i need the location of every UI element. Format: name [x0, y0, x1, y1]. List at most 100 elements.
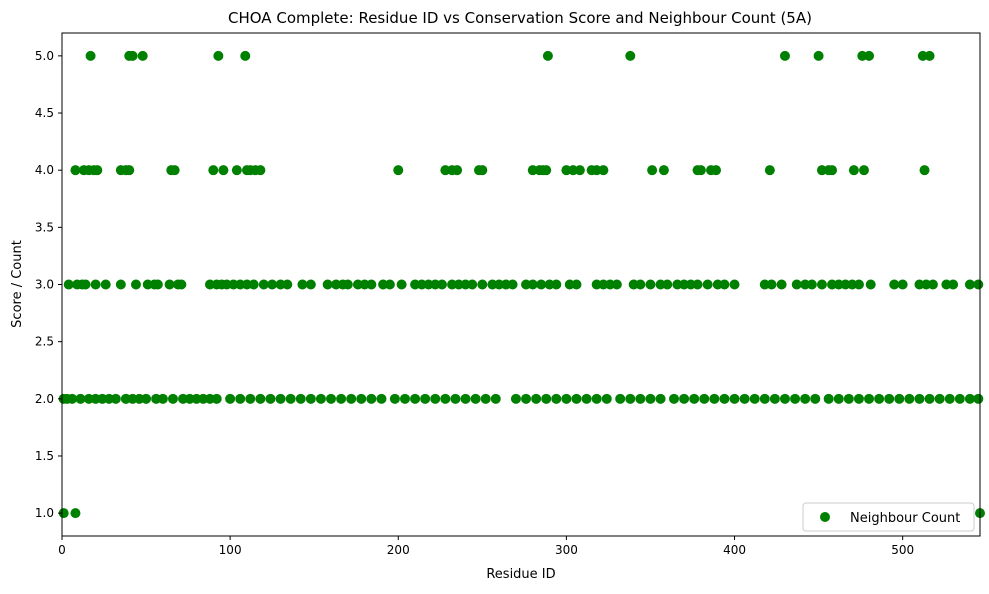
data-point [790, 393, 801, 404]
data-point [255, 165, 266, 176]
data-point [342, 279, 353, 290]
data-point [541, 165, 552, 176]
data-point [561, 393, 572, 404]
data-point [843, 393, 854, 404]
data-point [346, 393, 357, 404]
data-point [75, 393, 86, 404]
data-point [699, 393, 710, 404]
data-point [919, 165, 930, 176]
data-point [709, 393, 720, 404]
data-point [110, 393, 121, 404]
data-point [63, 279, 74, 290]
y-tick-label: 3.5 [35, 220, 54, 234]
x-tick-label: 100 [219, 543, 242, 557]
data-point [884, 393, 895, 404]
data-point [115, 279, 126, 290]
data-point [70, 165, 81, 176]
data-point [816, 279, 827, 290]
data-point [169, 165, 180, 176]
data-point [695, 165, 706, 176]
data-point [477, 165, 488, 176]
data-point [813, 50, 824, 61]
data-point [601, 393, 612, 404]
data-point [225, 393, 236, 404]
data-point [914, 393, 925, 404]
data-point [137, 50, 148, 61]
data-point [689, 393, 700, 404]
data-point [625, 50, 636, 61]
data-point [267, 279, 278, 290]
data-point [764, 165, 775, 176]
data-point [393, 165, 404, 176]
data-point [729, 279, 740, 290]
data-point [934, 393, 945, 404]
x-axis: 0 100 200 300 400 500 [58, 536, 914, 557]
data-point [635, 279, 646, 290]
data-point [248, 279, 259, 290]
data-point [948, 279, 959, 290]
data-point [853, 393, 864, 404]
data-point [739, 393, 750, 404]
y-tick-label: 2.0 [35, 392, 54, 406]
data-point [297, 279, 308, 290]
data-point [384, 279, 395, 290]
legend: Neighbour Count [802, 502, 975, 532]
data-point [124, 165, 135, 176]
data-point [231, 165, 242, 176]
data-point [521, 393, 532, 404]
data-point [92, 165, 103, 176]
data-point [295, 393, 306, 404]
data-point [527, 279, 538, 290]
data-point [490, 393, 501, 404]
data-point [255, 393, 266, 404]
data-point [647, 165, 658, 176]
data-point [591, 393, 602, 404]
data-point [152, 279, 163, 290]
data-point [749, 393, 760, 404]
data-point [927, 279, 938, 290]
data-point [285, 393, 296, 404]
data-point [864, 50, 875, 61]
data-point [865, 279, 876, 290]
data-point [853, 279, 864, 290]
x-tick-label: 300 [555, 543, 578, 557]
y-tick-label: 4.0 [35, 163, 54, 177]
data-point [141, 393, 152, 404]
y-tick-label: 3.0 [35, 278, 54, 292]
data-point [800, 393, 811, 404]
data-point [450, 393, 461, 404]
data-point [889, 279, 900, 290]
data-point [167, 393, 178, 404]
data-point [571, 279, 582, 290]
data-point [848, 165, 859, 176]
data-point [858, 165, 869, 176]
data-point [833, 393, 844, 404]
data-point [897, 279, 908, 290]
data-point [389, 393, 400, 404]
data-point [669, 393, 679, 404]
data-point [245, 393, 256, 404]
data-point [541, 393, 552, 404]
y-tick-label: 1.0 [35, 506, 54, 520]
data-point [944, 393, 955, 404]
data-point [823, 393, 834, 404]
data-point [874, 393, 885, 404]
data-point [531, 393, 542, 404]
data-point [719, 279, 730, 290]
data-point [769, 393, 780, 404]
data-point [211, 393, 222, 404]
data-point [218, 165, 229, 176]
y-tick-label: 2.5 [35, 335, 54, 349]
data-point [598, 165, 609, 176]
data-point [702, 279, 713, 290]
data-point [655, 393, 666, 404]
x-tick-label: 200 [387, 543, 410, 557]
x-axis-label: Residue ID [486, 567, 555, 582]
data-point [80, 279, 91, 290]
data-point [510, 393, 521, 404]
data-point [275, 393, 286, 404]
data-point [973, 279, 984, 290]
data-point [470, 393, 481, 404]
